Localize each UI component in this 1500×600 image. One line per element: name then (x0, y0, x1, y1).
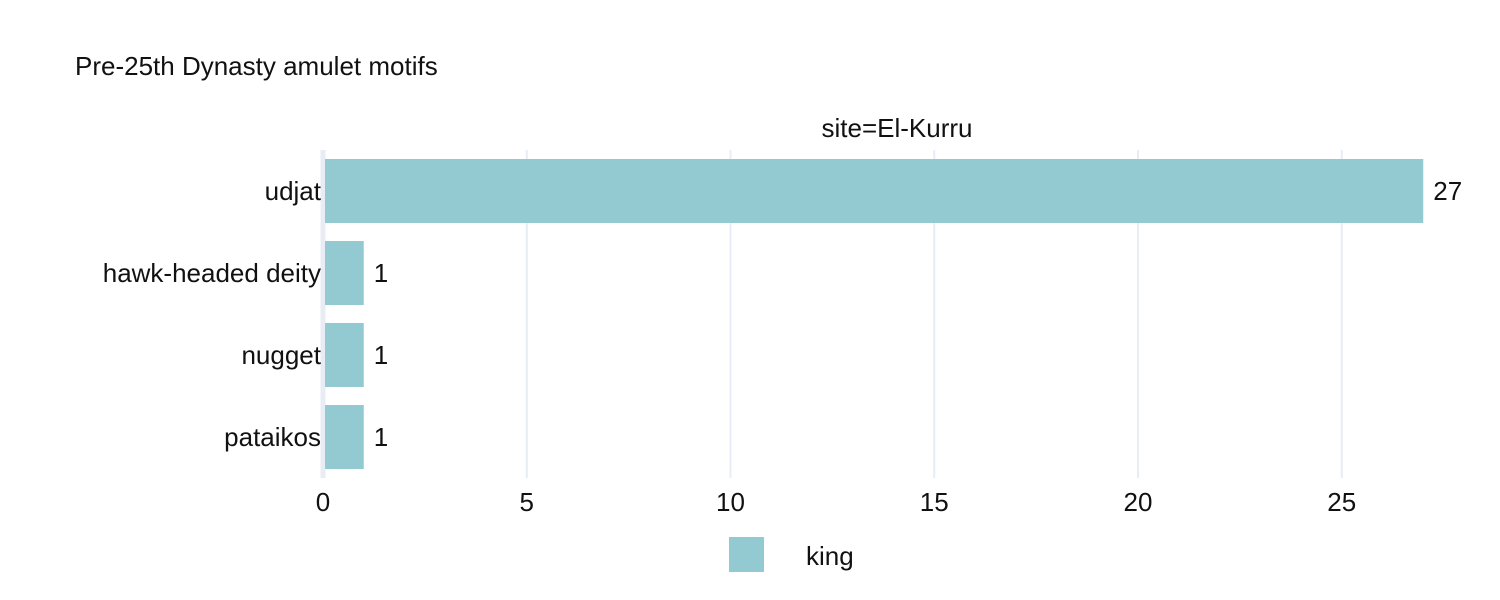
legend-swatch-king[interactable] (729, 537, 764, 572)
value-label: 1 (374, 258, 388, 288)
x-tick-label: 10 (716, 487, 745, 517)
x-tick-label: 0 (316, 487, 330, 517)
value-label: 1 (374, 340, 388, 370)
category-label: pataikos (224, 422, 321, 452)
value-label: 1 (374, 422, 388, 452)
x-tick-label: 5 (520, 487, 534, 517)
category-label: udjat (265, 176, 322, 206)
bar-hawk-headed-deity[interactable] (325, 241, 364, 305)
x-tick-label: 15 (920, 487, 949, 517)
bar-pataikos[interactable] (325, 405, 364, 469)
bar-udjat[interactable] (325, 159, 1424, 223)
facet-label: site=El-Kurru (822, 113, 973, 143)
bar-nugget[interactable] (325, 323, 364, 387)
chart-title: Pre-25th Dynasty amulet motifs (75, 51, 438, 81)
legend-label-king[interactable]: king (806, 541, 854, 571)
x-tick-label: 20 (1124, 487, 1153, 517)
category-labels: udjat hawk-headed deity nugget pataikos (103, 176, 322, 452)
value-label: 27 (1433, 176, 1462, 206)
category-label: hawk-headed deity (103, 258, 321, 288)
legend[interactable]: king (729, 537, 854, 572)
value-labels: 27 1 1 1 (374, 176, 1462, 452)
x-tick-label: 25 (1327, 487, 1356, 517)
category-label: nugget (241, 340, 321, 370)
bars (325, 159, 1424, 469)
x-axis-ticks: 0 5 10 15 20 25 (316, 487, 1356, 517)
